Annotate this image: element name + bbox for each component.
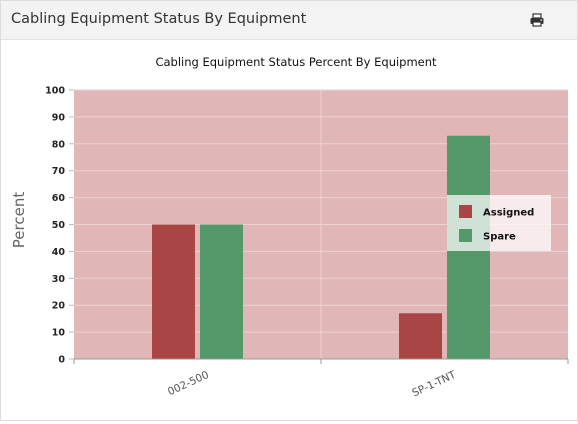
y-tick-label: 50 <box>52 220 66 231</box>
printer-icon[interactable] <box>529 12 545 28</box>
y-tick-label: 0 <box>58 355 65 366</box>
y-tick-label: 30 <box>52 274 66 285</box>
x-tick-label: 002-500 <box>166 369 211 398</box>
y-tick-label: 90 <box>52 112 66 123</box>
y-tick-label: 80 <box>52 139 66 150</box>
legend-swatch <box>459 205 472 218</box>
legend-label: Assigned <box>483 208 534 219</box>
y-tick-label: 10 <box>52 328 66 339</box>
bar <box>152 224 195 359</box>
y-tick-label: 60 <box>52 193 66 204</box>
y-axis-label: Percent <box>10 192 28 249</box>
y-tick-label: 100 <box>45 86 65 97</box>
bar <box>399 313 442 359</box>
legend-label: Spare <box>483 232 516 243</box>
chart-area: Cabling Equipment Status Percent By Equi… <box>1 40 577 420</box>
bar-chart: Cabling Equipment Status Percent By Equi… <box>10 55 569 400</box>
legend-box <box>447 195 551 251</box>
legend: Assigned Spare <box>447 195 551 251</box>
bar <box>200 224 243 359</box>
panel-title: Cabling Equipment Status By Equipment <box>11 11 307 27</box>
legend-swatch <box>459 229 472 242</box>
x-tick-label: SP-1-TNT <box>410 369 458 400</box>
chart-title: Cabling Equipment Status Percent By Equi… <box>155 55 437 69</box>
y-tick-label: 40 <box>52 247 66 258</box>
panel-header: Cabling Equipment Status By Equipment <box>1 1 577 40</box>
y-tick-label: 20 <box>52 301 66 312</box>
y-tick-label: 70 <box>52 166 66 177</box>
